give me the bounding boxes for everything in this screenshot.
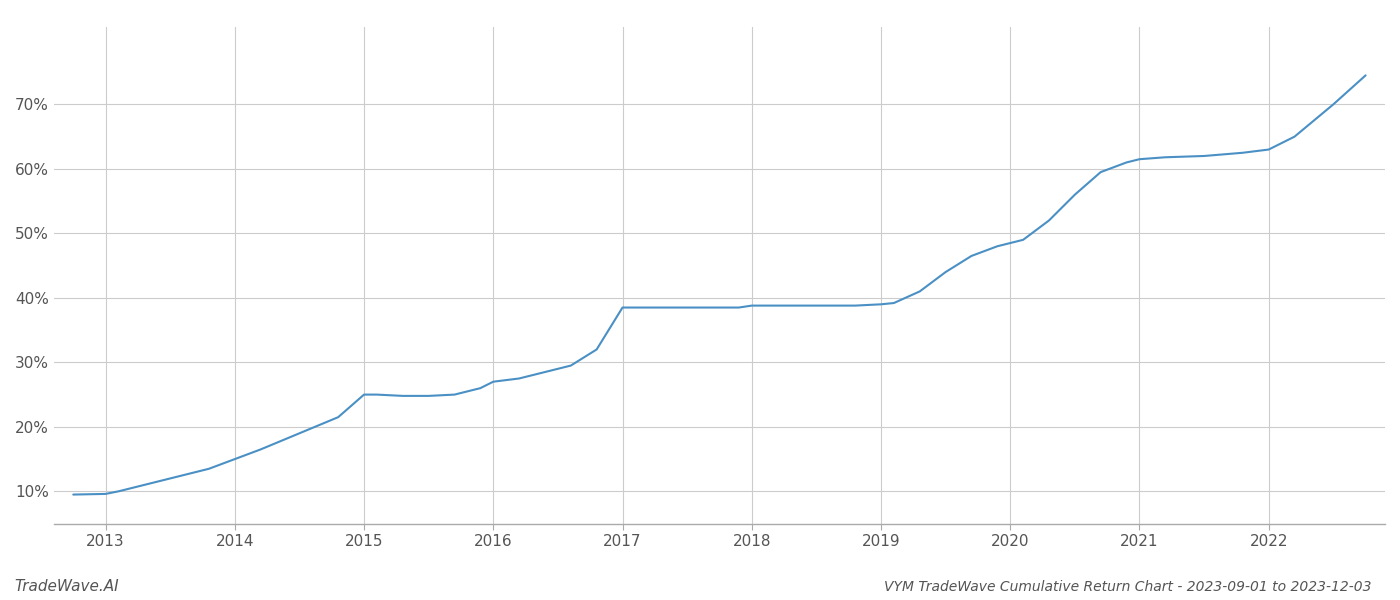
Text: VYM TradeWave Cumulative Return Chart - 2023-09-01 to 2023-12-03: VYM TradeWave Cumulative Return Chart - … [885, 580, 1372, 594]
Text: TradeWave.AI: TradeWave.AI [14, 579, 119, 594]
